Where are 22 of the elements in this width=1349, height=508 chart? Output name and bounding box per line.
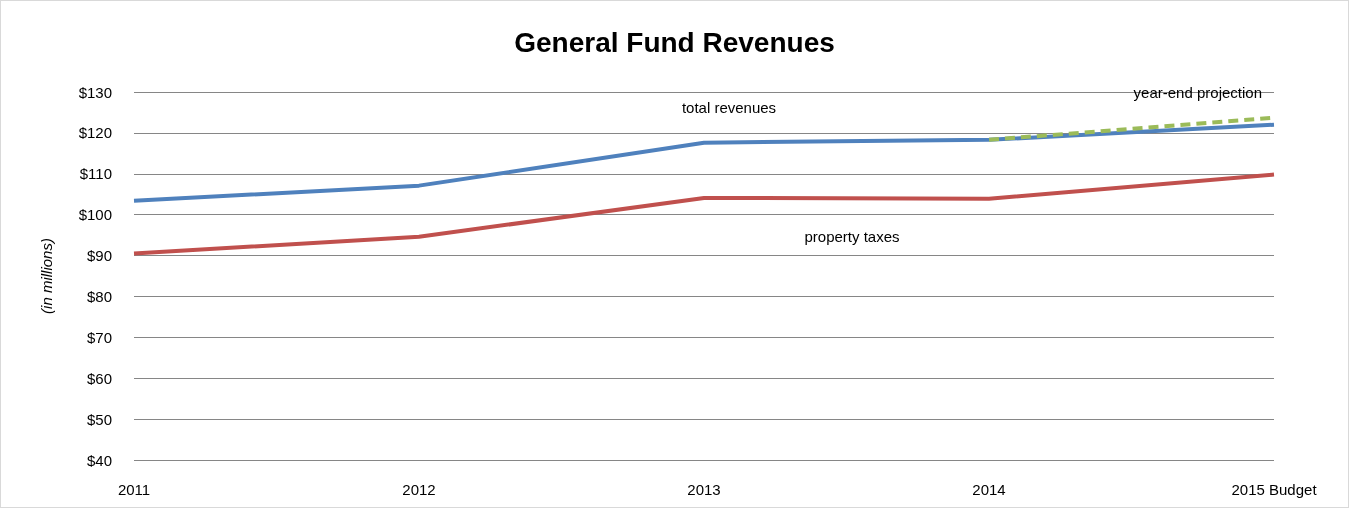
y-tick-label: $100 xyxy=(78,206,112,224)
x-tick-label: 2012 xyxy=(402,481,436,498)
series-label: total revenues xyxy=(681,99,777,117)
x-tick-label: 2011 xyxy=(117,481,151,498)
y-tick-label: $130 xyxy=(78,83,112,101)
y-tick-label: $90 xyxy=(86,247,112,265)
y-tick-label: $40 xyxy=(86,451,112,469)
y-axis-title: (in millions) xyxy=(38,238,55,314)
y-tick-label: $120 xyxy=(78,124,112,142)
y-tick-label: $50 xyxy=(86,410,112,428)
line-series xyxy=(132,122,1276,203)
line-series xyxy=(132,172,1276,256)
y-tick-label: $80 xyxy=(86,287,112,305)
x-tick-label: 2014 xyxy=(972,481,1006,498)
series-label: year-end projection xyxy=(1133,84,1262,102)
chart-title: General Fund Revenues xyxy=(514,26,835,58)
x-tick-label: 2015 Budget xyxy=(1231,481,1318,498)
x-tick-label: 2013 xyxy=(687,481,721,498)
y-tick-label: $60 xyxy=(86,369,112,387)
series-label: property taxes xyxy=(804,228,900,246)
y-tick-label: $110 xyxy=(79,165,112,183)
y-tick-label: $70 xyxy=(86,328,112,346)
